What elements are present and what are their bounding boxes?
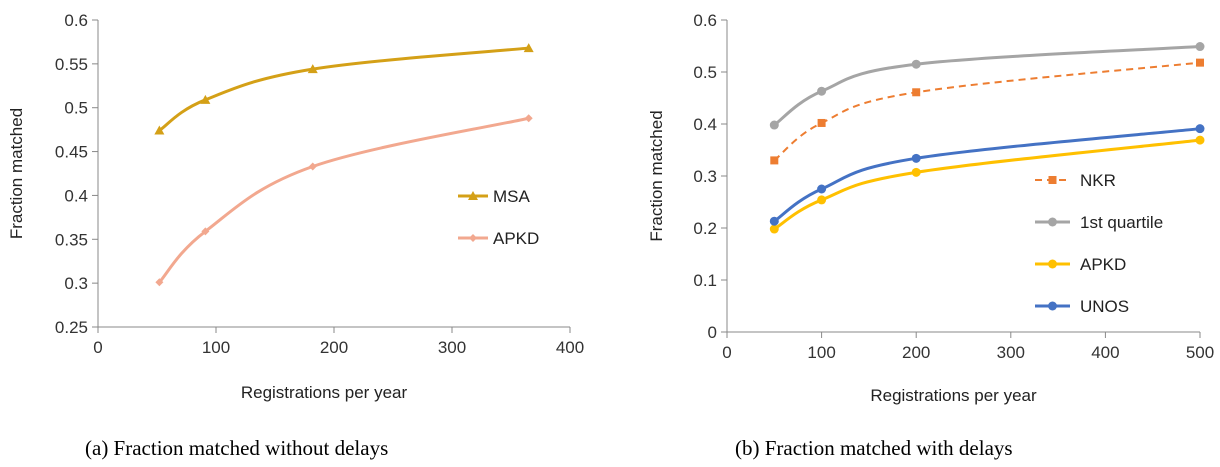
y-tick-label: 0.45 xyxy=(55,143,88,162)
legend-marker xyxy=(1048,217,1057,227)
data-point xyxy=(1195,42,1205,52)
y-tick-label: 0.6 xyxy=(64,11,88,30)
data-point xyxy=(912,88,921,97)
x-tick-label: 0 xyxy=(93,338,102,357)
chart-a: 0.25 0.3 0.35 0.4 0.45 0.5 0.55 0.6 0 100 200 300 40… xyxy=(7,11,584,402)
series-line xyxy=(158,46,529,132)
data-point xyxy=(817,86,827,96)
y-tick-label: 0.4 xyxy=(64,186,88,205)
series-line xyxy=(773,61,1201,162)
legend-label: APKD xyxy=(493,229,539,248)
x-tick-label: 300 xyxy=(997,343,1025,362)
legend-marker xyxy=(1048,176,1057,184)
data-point xyxy=(911,153,921,163)
legend-marker xyxy=(468,191,478,200)
x-axis-title: Registrations per year xyxy=(870,386,1037,405)
data-point xyxy=(911,167,921,177)
data-point xyxy=(524,114,533,123)
data-point xyxy=(1195,124,1205,134)
caption-a: (a) Fraction matched without delays xyxy=(85,436,389,460)
data-point xyxy=(154,125,165,135)
data-point xyxy=(769,120,779,130)
legend-label: UNOS xyxy=(1080,297,1129,316)
legend-marker xyxy=(1048,259,1057,269)
y-tick-label: 0.6 xyxy=(693,11,717,30)
data-point xyxy=(911,59,921,69)
data-point xyxy=(769,216,779,226)
data-point xyxy=(1196,58,1204,67)
data-point xyxy=(155,278,164,287)
x-axis-title: Registrations per year xyxy=(241,383,408,402)
x-tick-label: 200 xyxy=(320,338,348,357)
x-tick-label: 100 xyxy=(807,343,835,362)
legend-marker xyxy=(469,234,477,242)
caption-b: (b) Fraction matched with delays xyxy=(735,436,1013,460)
legend-label: APKD xyxy=(1080,255,1126,274)
data-point xyxy=(817,184,827,194)
legend-label: MSA xyxy=(493,187,531,206)
legend-label: NKR xyxy=(1080,171,1116,190)
data-point xyxy=(770,156,779,165)
x-tick-label: 0 xyxy=(722,343,731,362)
x-tick-label: 200 xyxy=(902,343,930,362)
x-tick-label: 500 xyxy=(1186,343,1214,362)
series-msa: MSA xyxy=(154,43,534,206)
data-point xyxy=(1195,135,1205,145)
data-point xyxy=(769,224,779,234)
x-tick-label: 300 xyxy=(438,338,466,357)
y-tick-label: 0.55 xyxy=(55,55,88,74)
data-point xyxy=(307,64,318,74)
series-nkr: NKR xyxy=(770,58,1204,190)
series-apkd: APKD xyxy=(155,114,539,287)
data-point xyxy=(817,195,827,205)
series-apkd: APKD xyxy=(769,135,1205,274)
y-tick-label: 0.5 xyxy=(693,63,717,82)
series-unos: UNOS xyxy=(769,124,1205,316)
y-tick-label: 0.5 xyxy=(64,99,88,118)
y-axis-title: Fraction matched xyxy=(647,110,666,241)
data-point xyxy=(523,43,534,53)
series-line xyxy=(773,45,1201,127)
y-tick-label: 0.35 xyxy=(55,230,88,249)
y-tick-label: 0 xyxy=(708,323,717,342)
data-point xyxy=(201,227,210,236)
x-tick-label: 400 xyxy=(1091,343,1119,362)
series-line xyxy=(773,127,1201,223)
data-point xyxy=(817,118,826,127)
y-tick-label: 0.2 xyxy=(693,219,717,238)
y-tick-label: 0.3 xyxy=(64,274,88,293)
series-1st-quartile: 1st quartile xyxy=(769,42,1205,232)
chart-b: 0 0.1 0.2 0.3 0.4 0.5 0.6 0 100 200 300 400 500 Regis… xyxy=(647,11,1214,405)
y-tick-label: 0.4 xyxy=(693,115,717,134)
series-line xyxy=(158,116,530,284)
y-axis-title: Fraction matched xyxy=(7,108,26,239)
y-tick-label: 0.3 xyxy=(693,167,717,186)
legend-marker xyxy=(1048,301,1057,311)
data-point xyxy=(308,162,317,171)
y-tick-label: 0.1 xyxy=(693,271,717,290)
y-tick-label: 0.25 xyxy=(55,318,88,337)
series-line xyxy=(773,138,1201,231)
x-tick-label: 400 xyxy=(556,338,584,357)
legend-label: 1st quartile xyxy=(1080,213,1163,232)
data-point xyxy=(200,94,211,104)
x-tick-label: 100 xyxy=(202,338,230,357)
